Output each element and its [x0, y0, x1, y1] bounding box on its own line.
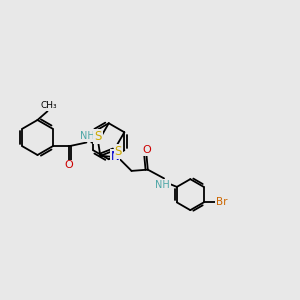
Text: S: S	[94, 130, 102, 143]
Text: NH: NH	[80, 131, 94, 141]
Text: NH: NH	[155, 180, 170, 190]
Text: S: S	[115, 145, 122, 158]
Text: O: O	[142, 146, 151, 155]
Text: Br: Br	[216, 197, 228, 207]
Text: O: O	[64, 160, 73, 170]
Text: CH₃: CH₃	[40, 101, 57, 110]
Text: N: N	[111, 150, 119, 163]
